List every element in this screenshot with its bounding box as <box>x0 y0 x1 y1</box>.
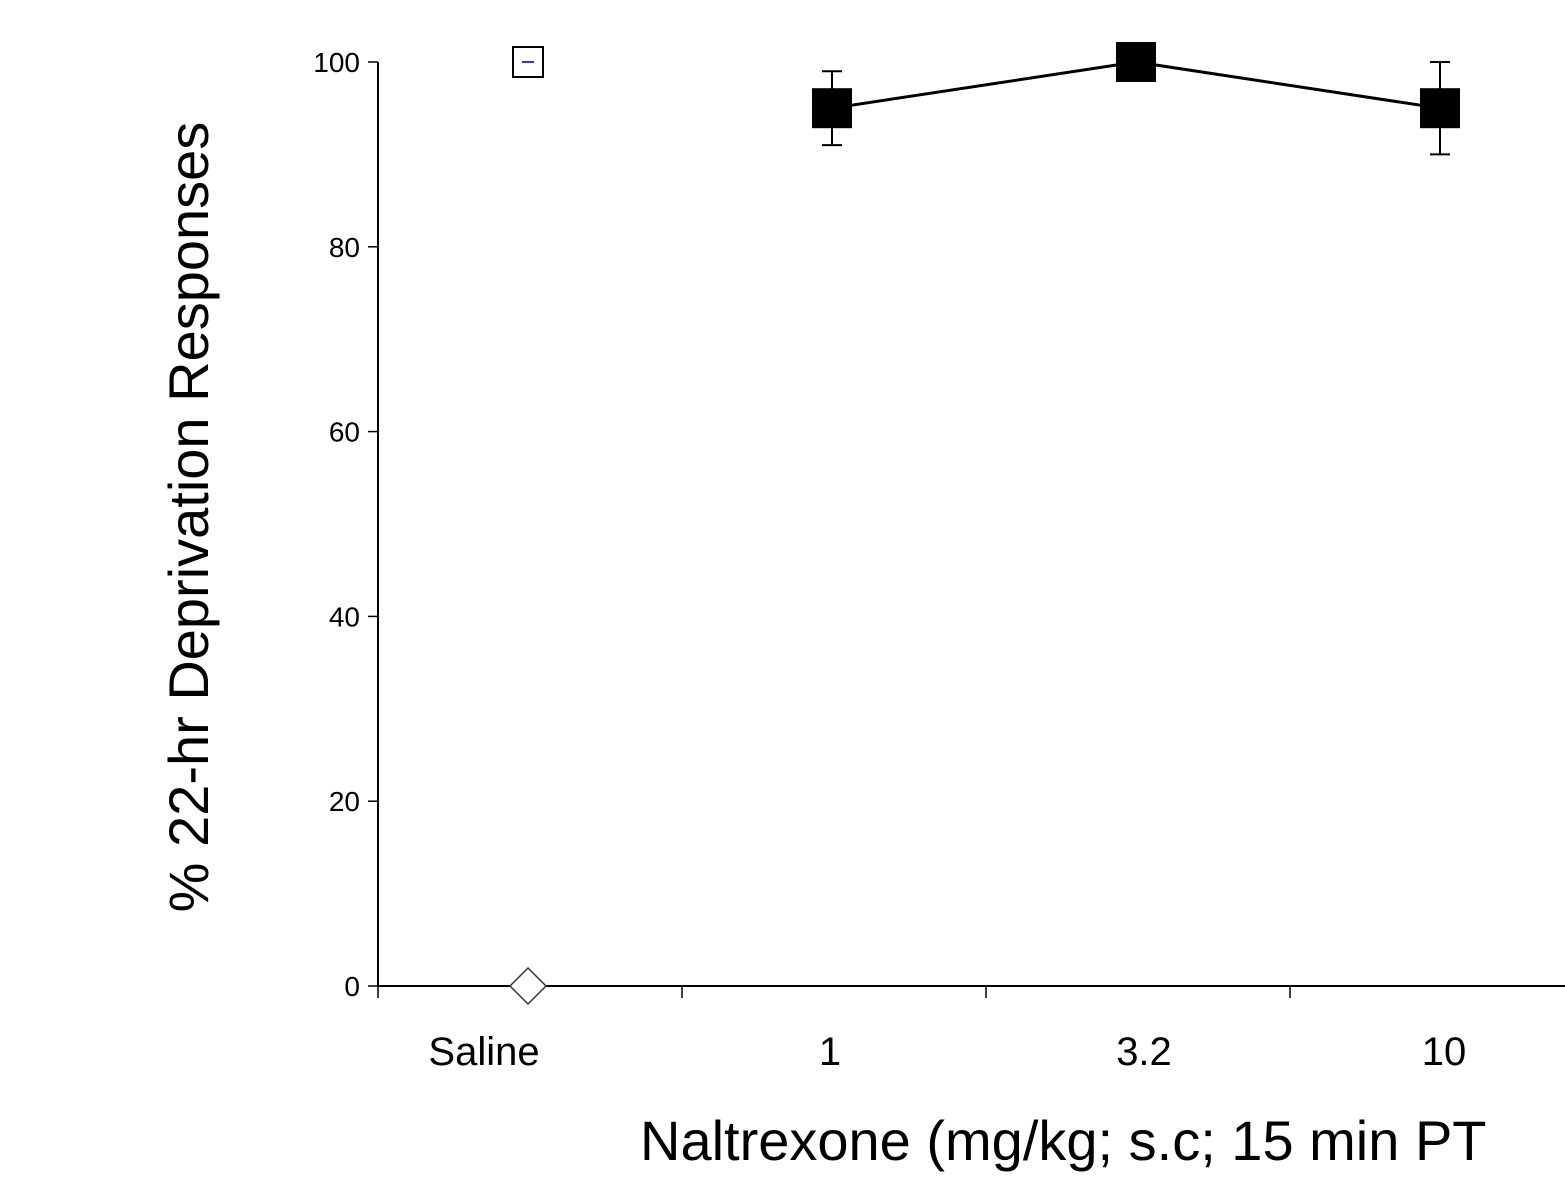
series <box>508 42 1460 1006</box>
x-tick-label: 10 <box>1422 1030 1467 1074</box>
x-ticks: Saline 1 3.2 10 <box>377 986 1467 1074</box>
data-point <box>812 88 852 129</box>
y-ticks: 0 20 40 60 80 100 <box>313 47 378 1002</box>
x-tick-label: Saline <box>428 1030 539 1074</box>
y-tick-label: 40 <box>329 601 360 632</box>
x-axis-title: Naltrexone (mg/kg; s.c; 15 min PT <box>640 1109 1487 1172</box>
y-tick-label: 0 <box>344 971 360 1002</box>
y-tick-label: 60 <box>329 417 360 448</box>
y-tick-label: 20 <box>329 786 360 817</box>
x-tick-label: 1 <box>819 1030 841 1074</box>
data-point <box>508 966 548 1006</box>
y-tick-label: 100 <box>313 47 360 78</box>
x-tick-label: 3.2 <box>1116 1030 1172 1074</box>
y-axis-title: % 22-hr Deprivation Responses <box>157 122 220 913</box>
data-point <box>1116 42 1156 82</box>
data-point <box>1420 88 1460 129</box>
y-tick-label: 80 <box>329 232 360 263</box>
axes <box>377 62 1565 987</box>
